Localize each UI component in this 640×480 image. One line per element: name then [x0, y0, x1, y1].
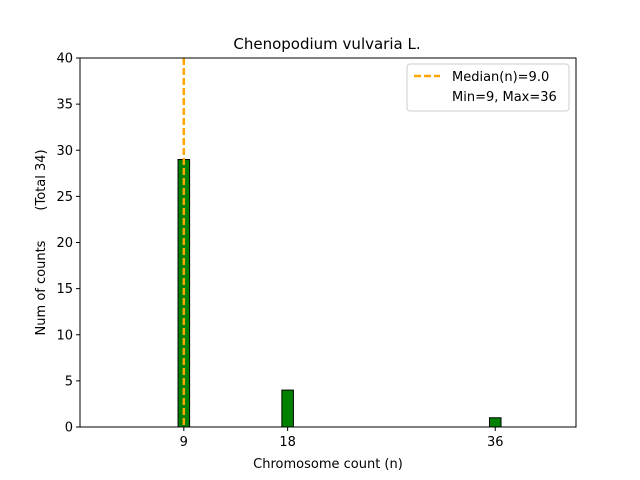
y-axis-label-total: (Total 34) — [34, 149, 49, 210]
y-tick-label: 40 — [56, 52, 73, 67]
legend-box — [406, 63, 570, 112]
chart-title: Chenopodium vulvaria L. — [233, 35, 420, 53]
x-axis: 9 18 36 — [180, 427, 504, 450]
y-tick-label: 35 — [56, 98, 73, 113]
y-tick-label: 10 — [56, 328, 73, 343]
y-tick-label: 30 — [56, 144, 73, 159]
bars-layer — [177, 158, 502, 428]
bar — [488, 417, 502, 428]
bar — [281, 389, 294, 428]
legend-median-label: Median(n)=9.0 — [452, 70, 549, 85]
y-tick-label: 25 — [56, 190, 73, 205]
y-tick-label: 0 — [65, 421, 73, 436]
x-tick-label: 36 — [487, 435, 504, 450]
legend-minmax-label: Min=9, Max=36 — [452, 90, 557, 105]
x-tick-label: 9 — [180, 435, 188, 450]
y-axis: 0 5 10 15 20 25 30 35 40 — [56, 52, 80, 436]
y-tick-label: 15 — [56, 282, 73, 297]
legend: Median(n)=9.0 Min=9, Max=36 — [406, 63, 570, 112]
x-axis-label: Chromosome count (n) — [253, 457, 403, 472]
x-tick-label: 18 — [279, 435, 296, 450]
y-axis-label: Num of counts — [34, 240, 49, 335]
plot-frame — [79, 57, 577, 428]
y-tick-label: 20 — [56, 236, 73, 251]
y-tick-label: 5 — [65, 374, 73, 389]
